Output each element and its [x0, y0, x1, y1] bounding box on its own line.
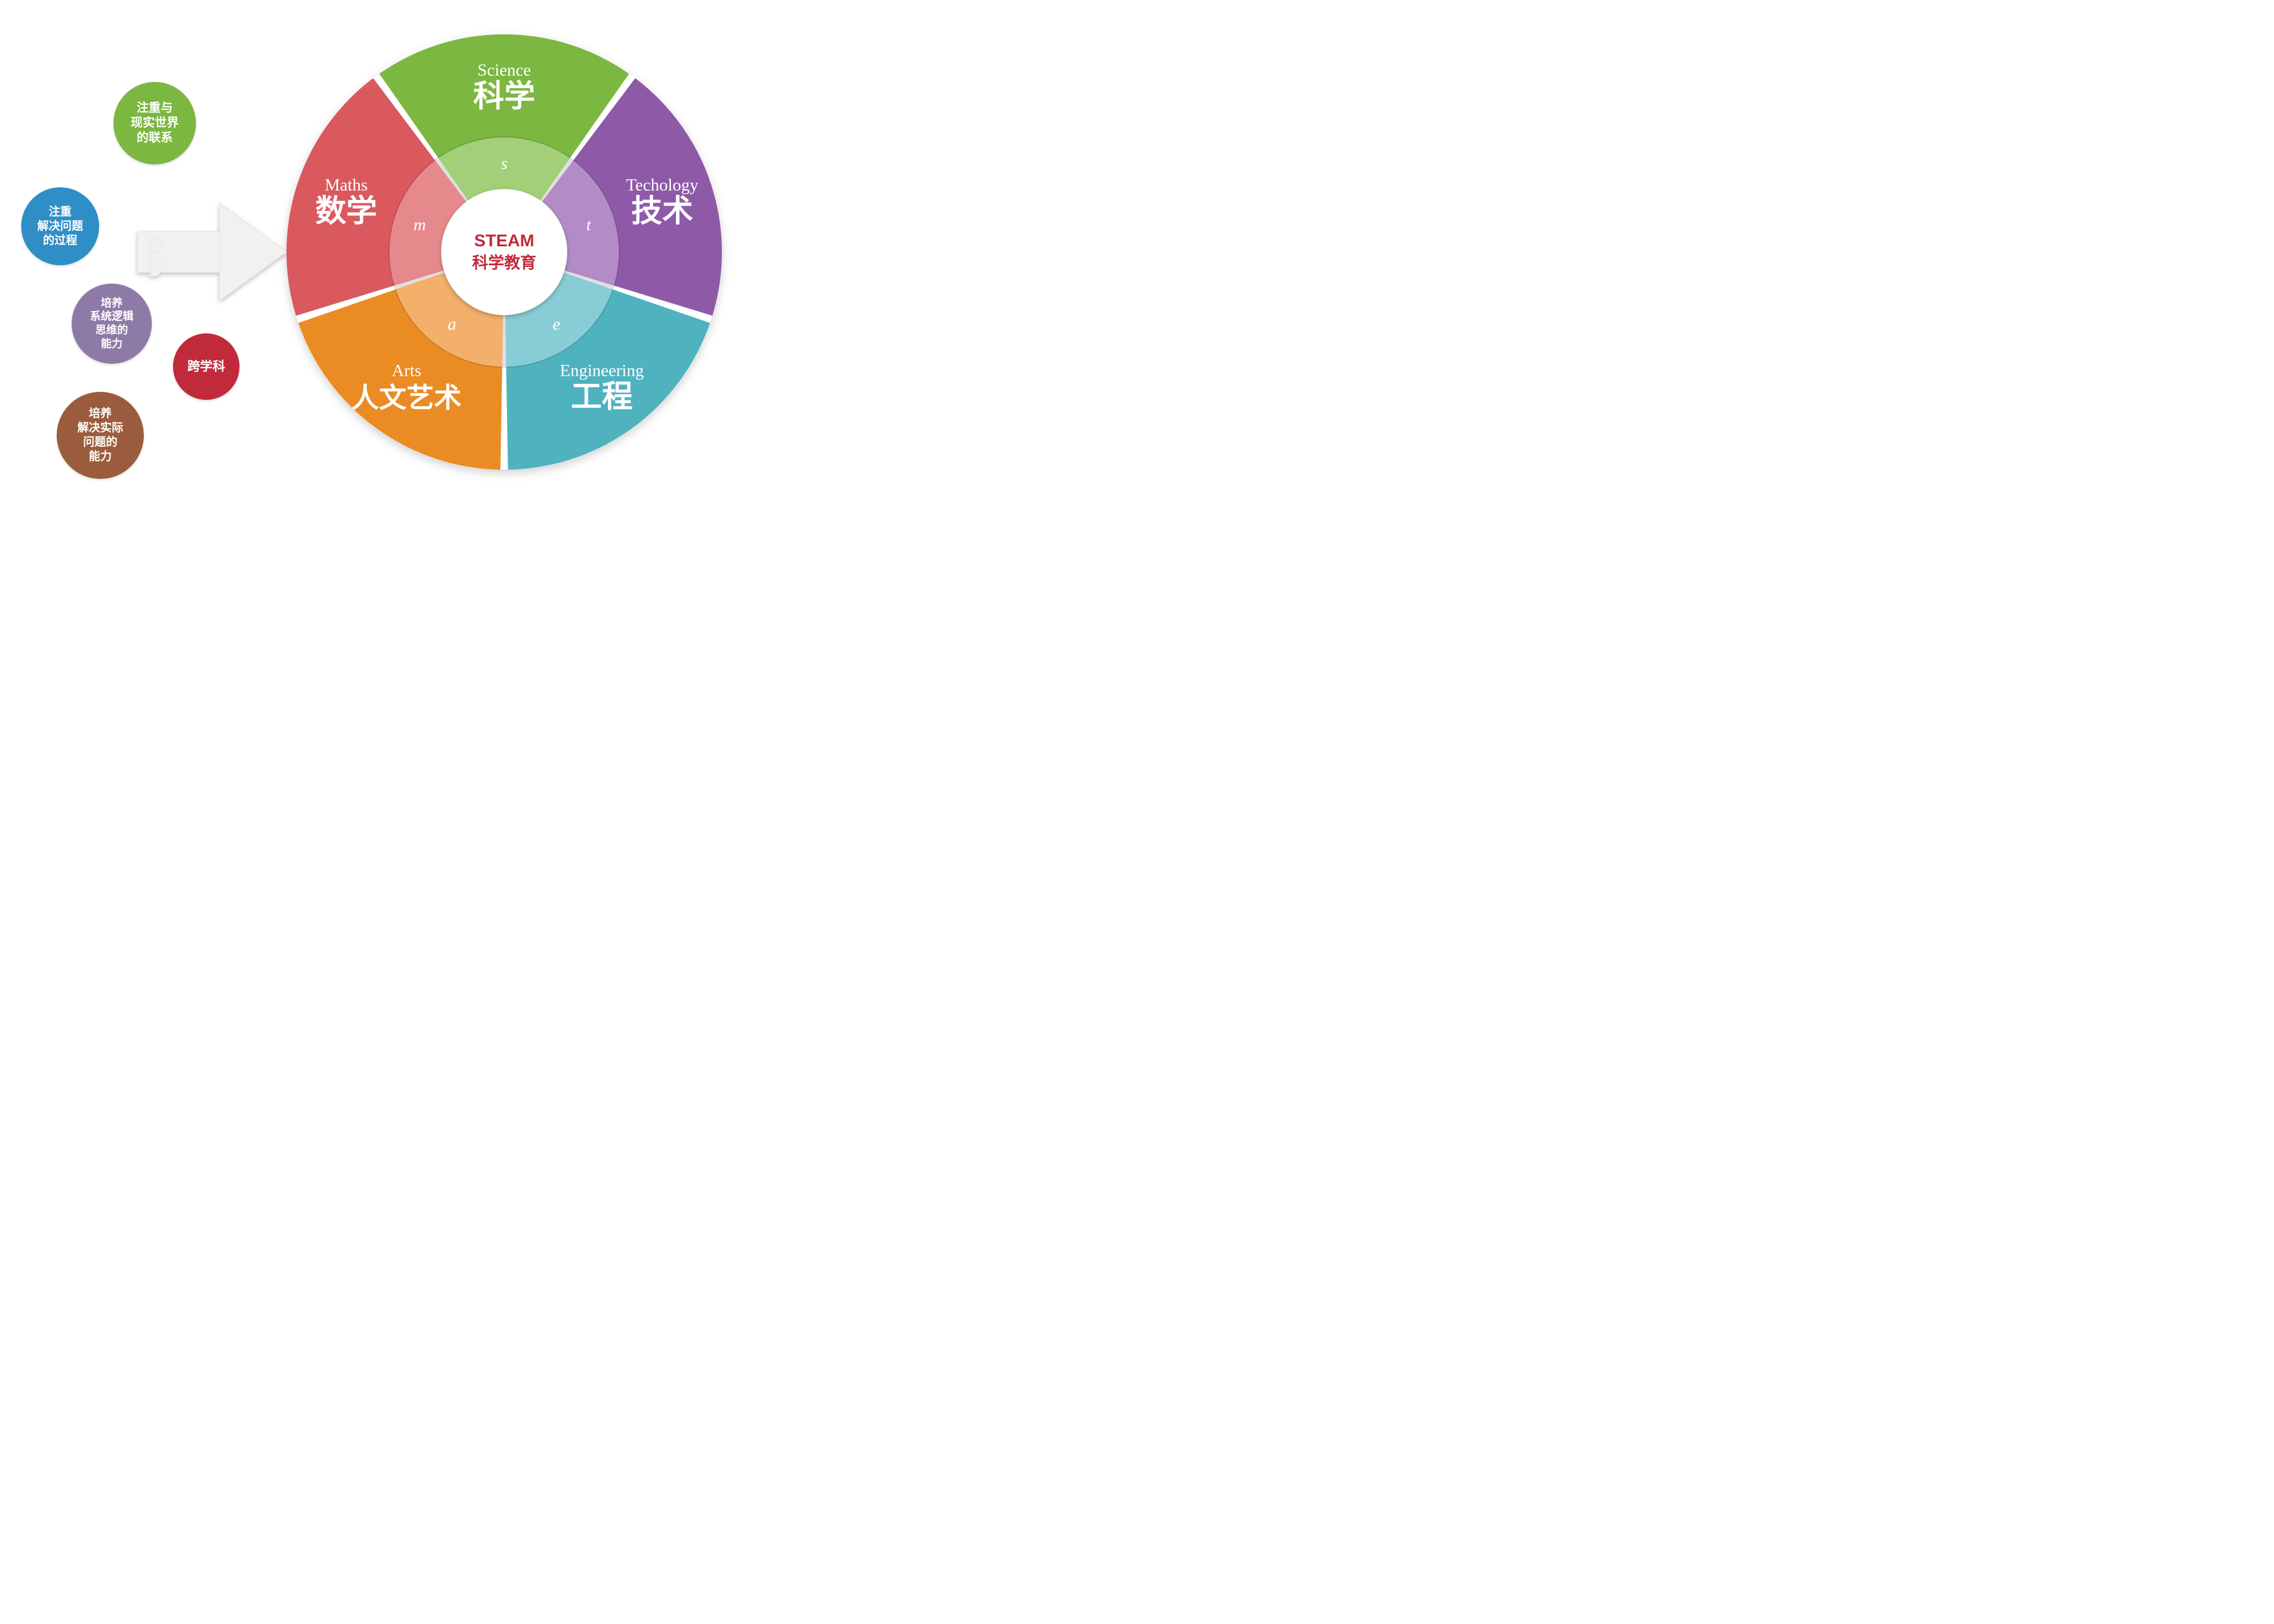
- bubble-line: 解决问题: [37, 219, 83, 234]
- bubble-text-b2: 注重解决问题的过程: [34, 202, 87, 251]
- center-title-line2: 科学教育: [472, 253, 536, 272]
- segment-cn-technology: 技术: [631, 194, 693, 228]
- bubble-line: 解决实际: [77, 421, 123, 435]
- segment-letter-engineering: e: [552, 314, 560, 333]
- segment-eng-engineering: Engineering: [560, 361, 644, 380]
- bubble-line: 系统逻辑: [90, 310, 133, 324]
- segment-eng-science: Science: [477, 61, 531, 80]
- bubble-b2: 注重解决问题的过程: [21, 187, 99, 265]
- bubble-b3: 培养系统逻辑思维的能力: [72, 284, 152, 364]
- segment-cn-arts: 人文艺术: [352, 383, 462, 414]
- bubble-line: 注重: [37, 205, 83, 219]
- center-title-line1: STEAM: [474, 231, 535, 250]
- bubble-line: 问题的: [77, 435, 123, 450]
- bubble-line: 培养: [90, 297, 133, 310]
- segment-letter-arts: a: [447, 314, 456, 333]
- bubble-b4: 跨学科: [173, 333, 239, 400]
- segment-cn-engineering: 工程: [571, 380, 633, 414]
- segment-letter-science: s: [501, 154, 508, 173]
- bubble-text-b1: 注重与现实世界的联系: [127, 97, 182, 150]
- bubble-line: 跨学科: [187, 359, 225, 375]
- bubble-line: 的联系: [131, 131, 179, 146]
- segment-letter-maths: m: [414, 215, 426, 234]
- bubble-text-b5: 培养解决实际问题的能力: [74, 403, 127, 467]
- segment-eng-technology: Techology: [626, 175, 698, 194]
- bubble-text-b4: 跨学科: [184, 355, 229, 378]
- bubble-line: 思维的: [90, 324, 133, 337]
- segment-cn-maths: 数学: [315, 194, 377, 228]
- bubble-line: 注重与: [131, 101, 179, 116]
- segment-eng-arts: Arts: [392, 361, 422, 380]
- bubble-line: 能力: [90, 337, 133, 351]
- segment-letter-technology: t: [586, 215, 591, 234]
- bubble-b5: 培养解决实际问题的能力: [57, 392, 144, 479]
- steam-infographic: STEAM 科学教育 Science科学 s Techology技术 t Engineeri…: [0, 0, 758, 541]
- segment-eng-maths: Maths: [325, 175, 368, 194]
- segment-cn-science: 科学: [473, 79, 535, 113]
- bubble-line: 培养: [77, 407, 123, 421]
- bubble-line: 能力: [77, 450, 123, 464]
- center-circle: [441, 189, 567, 315]
- bubble-text-b3: 培养系统逻辑思维的能力: [87, 293, 137, 355]
- bubble-line: 的过程: [37, 234, 83, 248]
- bubble-b1: 注重与现实世界的联系: [113, 82, 196, 164]
- arrow-icon: [138, 203, 286, 301]
- bubble-line: 现实世界: [131, 116, 179, 131]
